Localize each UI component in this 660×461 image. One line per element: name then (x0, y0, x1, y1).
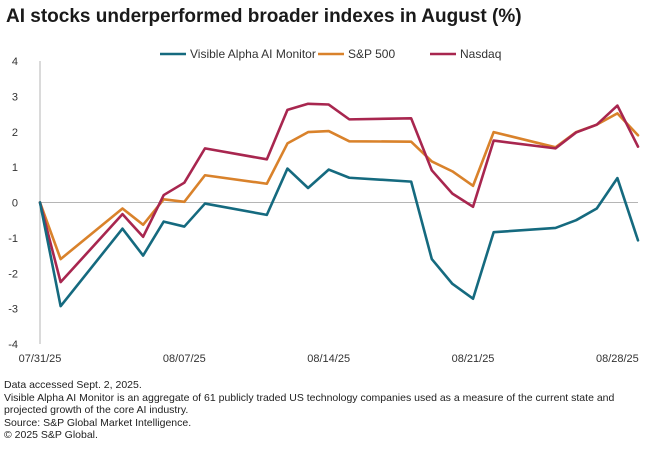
x-tick-label: 08/21/25 (452, 353, 495, 365)
line-chart: Visible Alpha AI Monitor S&P 500 Nasdaq 4 3… (8, 47, 640, 365)
y-axis: 4 3 2 1 0 -1 -2 -3 -4 (8, 56, 41, 351)
footnote-accessed: Data accessed Sept. 2, 2025. (4, 379, 142, 391)
x-tick-label: 08/28/25 (596, 353, 639, 365)
x-axis: 07/31/25 08/07/25 08/14/25 08/21/25 08/28/25 (19, 202, 639, 365)
y-tick-label: 2 (12, 127, 18, 139)
series-line-nasdaq (38, 102, 640, 284)
y-tick-label: 1 (12, 162, 18, 174)
plot-area (38, 102, 640, 308)
legend-label: Nasdaq (460, 47, 501, 61)
footnote-source: Source: S&P Global Market Intelligence. (4, 416, 192, 429)
legend-label: S&P 500 (348, 47, 395, 61)
y-tick-label: 4 (12, 56, 18, 68)
legend: Visible Alpha AI Monitor S&P 500 Nasdaq (160, 47, 501, 61)
legend-label: Visible Alpha AI Monitor (190, 47, 316, 61)
x-tick-label: 08/07/25 (163, 353, 206, 365)
series-line-visible-alpha-ai-monitor (38, 167, 640, 308)
x-tick-label: 08/14/25 (307, 353, 350, 365)
y-tick-label: 3 (12, 91, 18, 103)
footnote-copyright: © 2025 S&P Global. (4, 429, 98, 441)
footnotes: Data accessed Sept. 2, 2025. Visible Alp… (4, 379, 654, 442)
footnote-description: Visible Alpha AI Monitor is an aggregate… (4, 391, 615, 417)
y-tick-label: -4 (8, 339, 18, 351)
y-tick-label: -3 (8, 304, 18, 316)
y-tick-label: 0 (12, 198, 18, 210)
chart-title: AI stocks underperformed broader indexes… (6, 6, 522, 27)
y-tick-label: -2 (8, 268, 18, 280)
y-tick-label: -1 (8, 233, 18, 245)
x-tick-label: 07/31/25 (19, 353, 62, 365)
